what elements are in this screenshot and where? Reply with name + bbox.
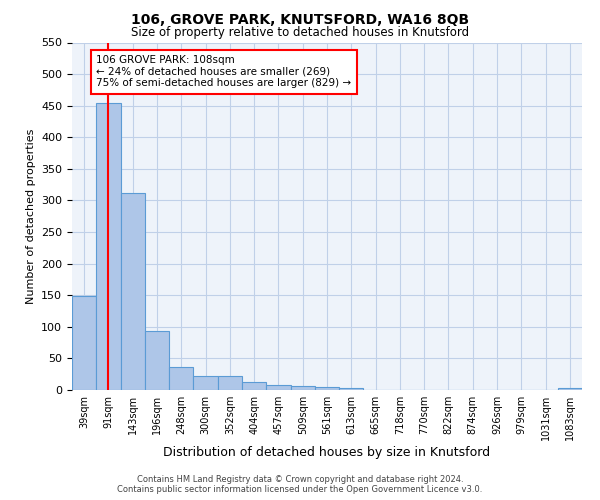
Bar	[218, 376, 242, 390]
Bar	[290, 386, 315, 390]
Bar	[315, 387, 339, 390]
Bar	[193, 376, 218, 390]
Text: 106, GROVE PARK, KNUTSFORD, WA16 8QB: 106, GROVE PARK, KNUTSFORD, WA16 8QB	[131, 12, 469, 26]
Bar	[266, 385, 290, 390]
Bar	[558, 388, 582, 390]
Text: Contains HM Land Registry data © Crown copyright and database right 2024.
Contai: Contains HM Land Registry data © Crown c…	[118, 474, 482, 494]
Bar	[121, 193, 145, 390]
Bar	[96, 102, 121, 390]
Text: Size of property relative to detached houses in Knutsford: Size of property relative to detached ho…	[131, 26, 469, 39]
Y-axis label: Number of detached properties: Number of detached properties	[26, 128, 35, 304]
Text: 106 GROVE PARK: 108sqm
← 24% of detached houses are smaller (269)
75% of semi-de: 106 GROVE PARK: 108sqm ← 24% of detached…	[96, 55, 352, 88]
Bar	[169, 366, 193, 390]
Bar	[339, 388, 364, 390]
Bar	[72, 296, 96, 390]
Bar	[242, 382, 266, 390]
X-axis label: Distribution of detached houses by size in Knutsford: Distribution of detached houses by size …	[163, 446, 491, 458]
Bar	[145, 331, 169, 390]
